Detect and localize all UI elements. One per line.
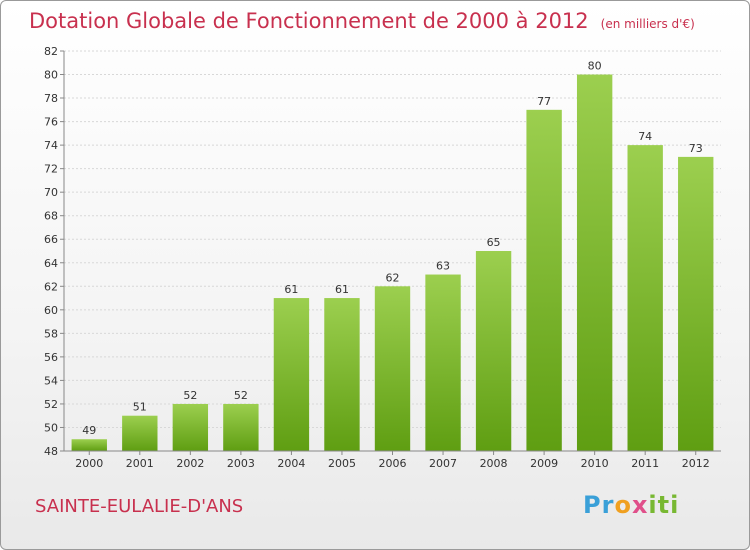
data-label: 62	[386, 271, 400, 284]
proxiti-logo[interactable]: Proxiti	[583, 491, 680, 519]
data-label: 80	[588, 60, 602, 73]
data-label: 77	[537, 95, 551, 108]
y-tick-label: 68	[44, 210, 58, 223]
x-tick-label: 2006	[379, 457, 407, 470]
data-label: 51	[133, 401, 147, 414]
bar[interactable]	[576, 74, 613, 451]
x-tick-label: 2000	[75, 457, 103, 470]
y-tick-label: 54	[44, 374, 58, 387]
y-axis: 48 50 52 54 56 58 60 62 64 66 68 70 72 74 76 78 80 82	[44, 45, 65, 458]
bar[interactable]	[425, 274, 461, 451]
bar[interactable]	[678, 156, 714, 451]
bar[interactable]	[71, 439, 107, 451]
x-tick-label: 2011	[631, 457, 659, 470]
x-tick-label: 2010	[581, 457, 609, 470]
y-tick-label: 70	[44, 186, 58, 199]
data-label: 52	[234, 389, 248, 402]
bar[interactable]	[273, 298, 310, 451]
x-tick-label: 2012	[682, 457, 710, 470]
y-tick-label: 50	[44, 421, 58, 434]
x-tick-label: 2005	[328, 457, 356, 470]
bars	[71, 74, 714, 451]
y-tick-label: 82	[44, 45, 58, 58]
y-tick-label: 62	[44, 280, 58, 293]
bar[interactable]	[223, 403, 259, 451]
data-label: 52	[183, 389, 197, 402]
x-tick-label: 2002	[176, 457, 204, 470]
bar[interactable]	[122, 415, 158, 451]
y-tick-label: 76	[44, 116, 58, 129]
data-label: 49	[82, 424, 96, 437]
chart-title-main: Dotation Globale de Fonctionnement de 20…	[29, 9, 589, 33]
data-labels: 49 51 52 52 61 61 62 63 65 77 80 74 73	[82, 60, 702, 438]
x-tick-label: 2007	[429, 457, 457, 470]
y-tick-label: 52	[44, 398, 58, 411]
x-tick-label: 2008	[480, 457, 508, 470]
data-label: 63	[436, 260, 450, 273]
bar[interactable]	[475, 251, 512, 451]
x-tick-label: 2003	[227, 457, 255, 470]
commune-name: SAINTE-EULALIE-D'ANS	[35, 496, 244, 517]
y-tick-label: 72	[44, 163, 58, 176]
x-tick-label: 2009	[530, 457, 558, 470]
data-label: 65	[487, 236, 501, 249]
x-tick-label: 2004	[277, 457, 305, 470]
y-tick-label: 80	[44, 69, 58, 82]
y-tick-label: 60	[44, 304, 58, 317]
y-tick-label: 74	[44, 139, 58, 152]
data-label: 61	[284, 283, 298, 296]
data-label: 74	[638, 130, 652, 143]
chart-unit: (en milliers d'€)	[600, 17, 695, 31]
bar[interactable]	[627, 145, 663, 451]
x-axis: 2000 2001 2002 2003 2004 2005 2006 2007 2008 2009…	[64, 450, 721, 470]
y-tick-label: 58	[44, 327, 58, 340]
x-tick-label: 2001	[126, 457, 154, 470]
y-tick-label: 56	[44, 351, 58, 364]
bar[interactable]	[526, 109, 562, 451]
data-label: 61	[335, 283, 349, 296]
bar[interactable]	[324, 298, 360, 451]
data-label: 73	[689, 142, 703, 155]
y-tick-label: 78	[44, 92, 58, 105]
y-tick-label: 66	[44, 233, 58, 246]
bar[interactable]	[172, 403, 209, 451]
bar[interactable]	[374, 286, 411, 451]
y-tick-label: 64	[44, 257, 58, 270]
chart-title: Dotation Globale de Fonctionnement de 20…	[29, 9, 695, 33]
y-tick-label: 48	[44, 445, 58, 458]
